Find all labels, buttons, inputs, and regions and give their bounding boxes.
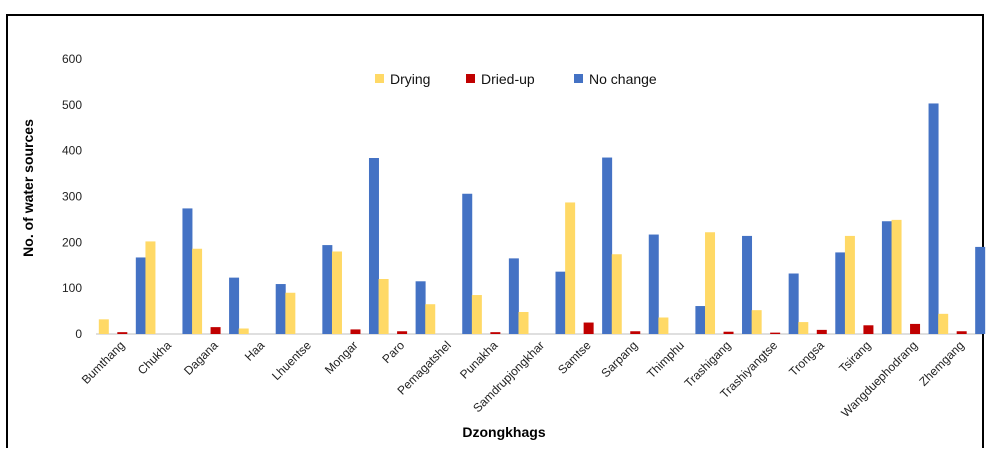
x-tick-label: Lhuentse (269, 338, 314, 383)
x-tick-label: Mongar (322, 338, 361, 377)
bar-no-change-sarpang (648, 234, 659, 334)
x-tick-label: Zhemgang (916, 338, 966, 388)
bar-dried-up-sarpang (630, 331, 641, 334)
bar-dried-up-zhemgang (956, 331, 967, 334)
legend-swatch (574, 74, 583, 83)
bar-no-change-mongar (368, 158, 379, 334)
bar-dried-up-mongar (350, 329, 361, 334)
bar-drying-trongsa (798, 322, 809, 334)
bar-drying-paro (378, 279, 389, 334)
x-tick-label: Chukha (135, 338, 174, 377)
bar-drying-lhuentse (285, 292, 296, 334)
bar-drying-wangduephodrang (891, 219, 902, 334)
bar-drying-dagana (192, 248, 203, 334)
bar-dried-up-dagana (210, 327, 221, 334)
bar-no-change-punakha (508, 258, 519, 334)
x-tick-label: Sarpang (598, 338, 640, 380)
bar-drying-haa (238, 328, 249, 334)
x-axis-label: Dzongkhags (462, 424, 545, 440)
bar-no-change-paro (415, 281, 426, 334)
y-tick-label: 0 (75, 327, 82, 341)
bar-dried-up-trongsa (816, 329, 827, 334)
x-tick-label: Trongsa (786, 338, 827, 379)
x-tick-label: Tsirang (836, 338, 873, 375)
x-tick-label: Dagana (181, 338, 221, 378)
x-tick-label: Samtse (555, 338, 594, 377)
x-tick-label: Thimphu (644, 338, 687, 381)
bar-no-change-trongsa (835, 252, 846, 334)
y-tick-label: 400 (62, 144, 82, 158)
bar-no-change-haa (275, 284, 286, 334)
bar-dried-up-bumthang (117, 332, 128, 334)
bars (98, 103, 986, 334)
bar-no-change-trashiyangtse (788, 273, 799, 334)
bar-dried-up-punakha (490, 332, 501, 334)
bar-drying-bumthang (98, 319, 109, 334)
bar-no-change-pemagatshel (462, 193, 473, 334)
bar-no-change-zhemgang (975, 246, 986, 334)
bar-dried-up-samtse (583, 322, 594, 334)
bar-drying-thimphu (658, 317, 669, 334)
bar-drying-tsirang (844, 235, 855, 334)
bar-dried-up-trashigang (723, 331, 734, 334)
bar-no-change-chukha (182, 208, 193, 334)
legend-label: Drying (390, 71, 430, 87)
y-tick-label: 200 (62, 235, 82, 249)
bar-dried-up-trashiyangtse (770, 332, 781, 334)
bar-drying-sarpang (611, 254, 622, 334)
bar-no-change-samdrupjongkhar (555, 271, 566, 334)
bar-no-change-lhuentse (322, 245, 333, 334)
bar-dried-up-paro (397, 331, 408, 334)
y-tick-label: 600 (62, 52, 82, 66)
bar-no-change-trashigang (742, 235, 753, 334)
x-tick-label: Paro (379, 338, 407, 366)
bar-drying-trashiyangtse (751, 310, 762, 334)
bar-no-change-wangduephodrang (928, 103, 939, 334)
bar-drying-trashigang (705, 232, 716, 334)
legend: Drying Dried-up No change (375, 71, 657, 87)
bar-drying-zhemgang (938, 313, 949, 334)
x-axis: Bumthang Chukha Dagana Haa Lhuentse Mongar Par… (79, 338, 967, 420)
y-axis-label: No. of water sources (20, 119, 36, 257)
bar-drying-chukha (145, 241, 156, 334)
legend-swatch (466, 74, 475, 83)
bar-no-change-samtse (602, 157, 613, 334)
bar-drying-samtse (565, 202, 576, 334)
x-tick-label: Punakha (457, 338, 501, 382)
bar-no-change-dagana (229, 277, 240, 334)
legend-label: No change (589, 71, 657, 87)
bar-no-change-bumthang (135, 257, 146, 334)
y-tick-label: 500 (62, 98, 82, 112)
legend-swatch (375, 74, 384, 83)
bar-drying-pemagatshel (425, 304, 436, 334)
legend-label: Dried-up (481, 71, 535, 87)
y-axis: 0 100 200 300 400 500 600 (62, 52, 982, 341)
y-tick-label: 300 (62, 190, 82, 204)
chart-frame (6, 14, 984, 448)
bar-drying-samdrupjongkhar (518, 312, 529, 334)
bar-drying-mongar (331, 251, 342, 334)
bar-dried-up-wangduephodrang (910, 323, 921, 334)
bar-dried-up-tsirang (863, 325, 874, 334)
x-tick-label: Haa (242, 338, 268, 364)
bar-drying-punakha (471, 295, 482, 334)
x-tick-label: Bumthang (79, 338, 128, 387)
y-tick-label: 100 (62, 281, 82, 295)
bar-no-change-thimphu (695, 306, 706, 334)
bar-no-change-tsirang (881, 221, 892, 334)
